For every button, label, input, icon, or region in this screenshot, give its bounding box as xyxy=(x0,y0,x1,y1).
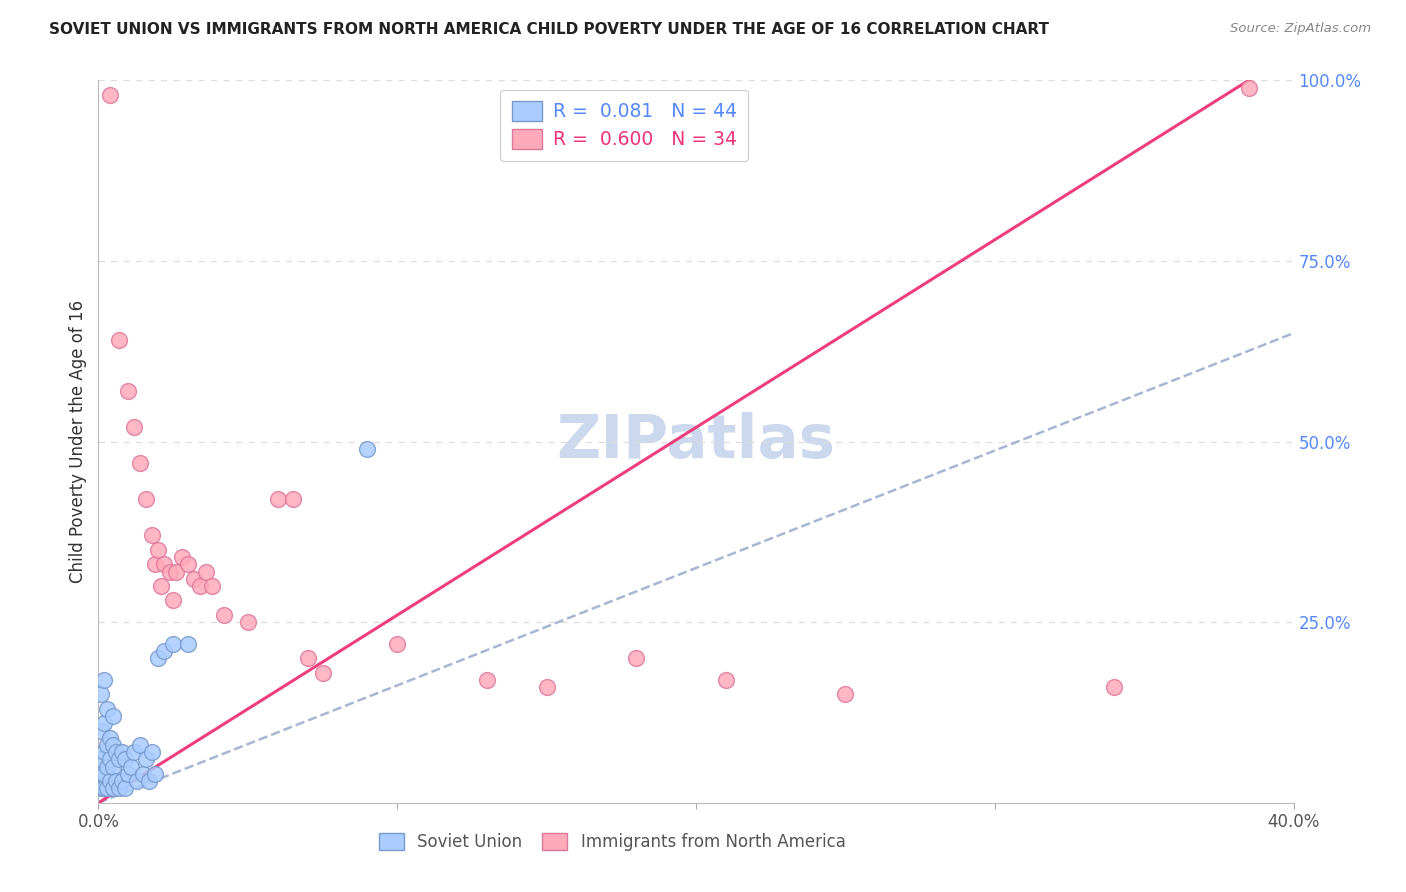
Point xyxy=(141,528,163,542)
Text: SOVIET UNION VS IMMIGRANTS FROM NORTH AMERICA CHILD POVERTY UNDER THE AGE OF 16 : SOVIET UNION VS IMMIGRANTS FROM NORTH AM… xyxy=(49,22,1049,37)
Point xyxy=(93,673,115,687)
Point xyxy=(90,723,112,738)
Point xyxy=(90,752,112,766)
Point xyxy=(93,781,115,796)
Point xyxy=(96,760,118,774)
Point xyxy=(162,593,184,607)
Point xyxy=(103,709,125,723)
Point xyxy=(153,558,176,572)
Point xyxy=(108,781,131,796)
Point xyxy=(201,579,224,593)
Point xyxy=(135,752,157,766)
Text: Source: ZipAtlas.com: Source: ZipAtlas.com xyxy=(1230,22,1371,36)
Point xyxy=(183,572,205,586)
Point xyxy=(98,752,122,766)
Point xyxy=(90,781,112,796)
Point xyxy=(177,637,200,651)
Point xyxy=(267,492,290,507)
Point xyxy=(105,774,128,789)
Point xyxy=(165,565,187,579)
Point xyxy=(536,680,558,694)
Point xyxy=(297,651,319,665)
Point xyxy=(356,442,378,456)
Point xyxy=(90,767,112,781)
Point xyxy=(111,745,134,759)
Point xyxy=(714,673,737,687)
Point xyxy=(212,607,235,622)
Point xyxy=(117,384,139,398)
Point xyxy=(96,702,118,716)
Point xyxy=(108,334,131,348)
Point xyxy=(103,760,125,774)
Point xyxy=(98,87,122,102)
Point xyxy=(108,752,131,766)
Point xyxy=(834,687,856,701)
Point xyxy=(148,651,170,665)
Point xyxy=(236,615,259,630)
Point xyxy=(114,752,136,766)
Point xyxy=(311,665,333,680)
Point xyxy=(475,673,498,687)
Point xyxy=(177,558,200,572)
Point xyxy=(132,767,155,781)
Point xyxy=(120,760,142,774)
Point xyxy=(138,774,160,789)
Point xyxy=(188,579,211,593)
Point xyxy=(129,456,152,470)
Point xyxy=(124,745,146,759)
Point xyxy=(111,774,134,789)
Point xyxy=(117,767,139,781)
Point xyxy=(626,651,648,665)
Point xyxy=(143,558,166,572)
Point xyxy=(96,781,118,796)
Point xyxy=(90,687,112,701)
Point xyxy=(143,767,166,781)
Legend: Soviet Union, Immigrants from North America: Soviet Union, Immigrants from North Amer… xyxy=(371,825,853,860)
Y-axis label: Child Poverty Under the Age of 16: Child Poverty Under the Age of 16 xyxy=(69,300,87,583)
Point xyxy=(96,738,118,752)
Point xyxy=(281,492,304,507)
Point xyxy=(129,738,152,752)
Point xyxy=(103,781,125,796)
Point xyxy=(385,637,409,651)
Point xyxy=(127,774,149,789)
Point xyxy=(124,420,146,434)
Point xyxy=(98,731,122,745)
Point xyxy=(105,745,128,759)
Point xyxy=(162,637,184,651)
Point xyxy=(153,644,176,658)
Point xyxy=(1237,80,1260,95)
Point xyxy=(93,716,115,731)
Point xyxy=(159,565,181,579)
Point xyxy=(93,767,115,781)
Text: ZIPatlas: ZIPatlas xyxy=(557,412,835,471)
Point xyxy=(148,542,170,557)
Point xyxy=(93,745,115,759)
Point xyxy=(150,579,173,593)
Point xyxy=(1104,680,1126,694)
Point xyxy=(135,492,157,507)
Point xyxy=(195,565,218,579)
Point xyxy=(141,745,163,759)
Point xyxy=(98,774,122,789)
Point xyxy=(172,550,194,565)
Point xyxy=(103,738,125,752)
Point xyxy=(114,781,136,796)
